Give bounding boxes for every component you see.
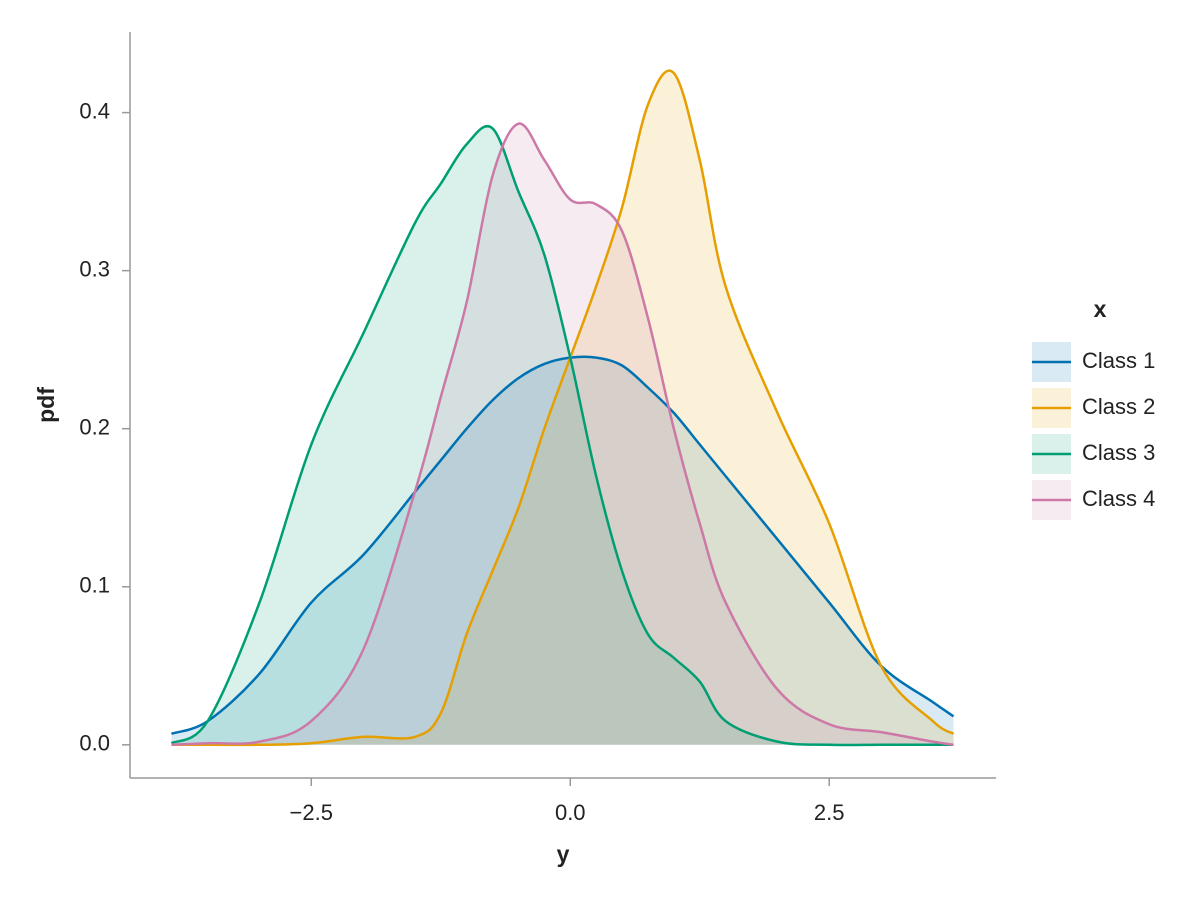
- y-tick-label: 0.1: [79, 573, 110, 598]
- density-line: [170, 125, 954, 747]
- density-area: [171, 123, 954, 745]
- legend-label: Class 3: [1082, 440, 1155, 465]
- x-tick-label: 2.5: [814, 800, 845, 825]
- y-tick-label: 0.2: [79, 415, 110, 440]
- x-tick-label: −2.5: [290, 800, 333, 825]
- density-area: [171, 70, 954, 745]
- legend-label: Class 2: [1082, 394, 1155, 419]
- legend-title: x: [1094, 296, 1107, 322]
- y-tick-label: 0.0: [79, 731, 110, 756]
- density-line: [171, 69, 955, 747]
- density-line: [171, 122, 954, 747]
- x-tick-label: 0.0: [555, 800, 586, 825]
- legend-label: Class 1: [1082, 348, 1155, 373]
- density-area: [171, 356, 954, 745]
- density-area: [171, 126, 954, 746]
- x-axis-label: y: [557, 841, 570, 867]
- y-tick-label: 0.3: [79, 256, 110, 281]
- y-axis-label: pdf: [33, 387, 59, 423]
- legend-label: Class 4: [1082, 486, 1155, 511]
- y-tick-label: 0.4: [79, 98, 110, 123]
